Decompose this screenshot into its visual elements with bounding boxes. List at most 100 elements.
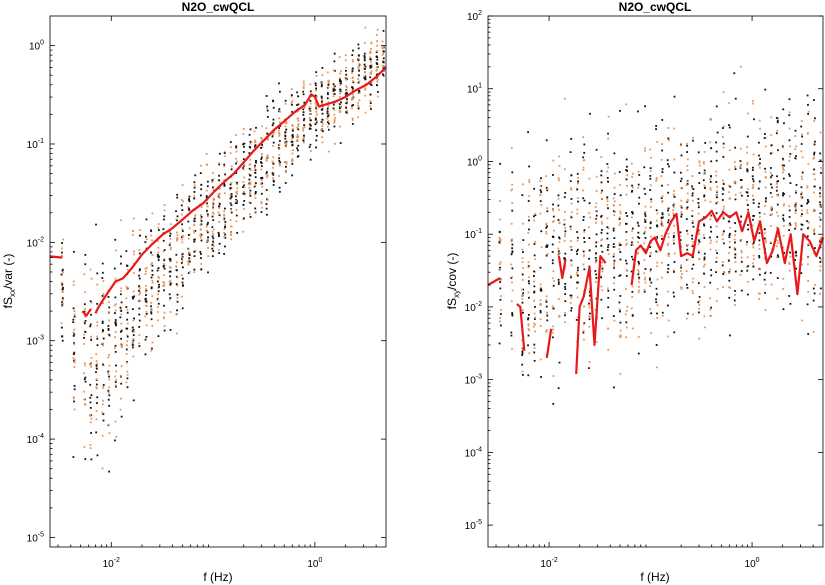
- scatter-point: [656, 224, 659, 227]
- scatter-point: [813, 173, 816, 175]
- scatter-point: [752, 198, 755, 201]
- scatter-point: [254, 139, 257, 142]
- scatter-point: [278, 129, 280, 132]
- scatter-point: [740, 163, 742, 166]
- scatter-point: [588, 361, 591, 363]
- scatter-point: [188, 252, 191, 254]
- scatter-point: [265, 207, 268, 210]
- scatter-point: [819, 236, 822, 239]
- scatter-point: [612, 263, 615, 266]
- scatter-point: [83, 310, 86, 313]
- scatter-point: [254, 193, 257, 196]
- scatter-point: [163, 258, 166, 261]
- scatter-point: [126, 373, 129, 376]
- scatter-point: [169, 259, 172, 262]
- scatter-point: [582, 250, 585, 253]
- scatter-point: [206, 205, 209, 208]
- scatter-point: [619, 204, 622, 206]
- scatter-point: [333, 69, 336, 72]
- scatter-point: [144, 273, 147, 275]
- scatter-point: [625, 239, 628, 241]
- scatter-point: [764, 176, 767, 179]
- scatter-point: [545, 254, 548, 257]
- scatter-point: [346, 98, 348, 100]
- scatter-point: [345, 78, 347, 81]
- scatter-point: [229, 183, 232, 186]
- scatter-point: [686, 142, 688, 145]
- scatter-point: [698, 307, 701, 310]
- scatter-point: [364, 71, 366, 74]
- scatter-point: [212, 207, 214, 210]
- scatter-point: [521, 350, 524, 353]
- scatter-point: [600, 239, 602, 242]
- scatter-point: [552, 375, 555, 377]
- scatter-point: [551, 259, 554, 262]
- scatter-point: [297, 144, 300, 147]
- scatter-point: [357, 57, 360, 60]
- scatter-point: [619, 183, 621, 186]
- scatter-point: [582, 189, 585, 192]
- scatter-point: [235, 209, 238, 211]
- scatter-point: [61, 269, 64, 272]
- scatter-point: [569, 245, 572, 248]
- scatter-point: [90, 432, 92, 434]
- scatter-point: [108, 404, 111, 407]
- scatter-point: [175, 313, 178, 316]
- scatter-point: [818, 256, 821, 259]
- scatter-point: [569, 180, 572, 183]
- scatter-point: [570, 188, 573, 191]
- scatter-point: [102, 293, 105, 295]
- scatter-point: [733, 180, 736, 183]
- scatter-point: [782, 288, 784, 290]
- scatter-point: [150, 276, 153, 279]
- scatter-point: [207, 236, 209, 239]
- scatter-point: [637, 263, 640, 266]
- scatter-point: [126, 318, 129, 321]
- scatter-point: [607, 180, 609, 183]
- scatter-point: [351, 104, 353, 107]
- scatter-point: [648, 278, 651, 281]
- y-tick-label: 10-1: [27, 138, 44, 151]
- scatter-point: [751, 262, 754, 265]
- scatter-point: [254, 176, 257, 179]
- scatter-point: [61, 305, 63, 307]
- scatter-point: [703, 315, 706, 318]
- scatter-point: [89, 396, 92, 399]
- scatter-point: [813, 233, 816, 235]
- scatter-point: [235, 157, 237, 160]
- scatter-point: [511, 267, 514, 270]
- scatter-point: [248, 178, 251, 181]
- scatter-point: [115, 249, 118, 252]
- scatter-point: [656, 312, 658, 315]
- scatter-point: [218, 242, 221, 245]
- scatter-point: [782, 157, 784, 160]
- scatter-point: [102, 302, 104, 305]
- scatter-point: [564, 300, 567, 303]
- scatter-point: [613, 186, 616, 189]
- scatter-point: [157, 223, 160, 225]
- scatter-point: [199, 236, 202, 239]
- scatter-point: [260, 168, 263, 171]
- scatter-point: [758, 162, 761, 165]
- scatter-point: [115, 303, 118, 305]
- scatter-point: [120, 344, 123, 347]
- scatter-point: [638, 289, 641, 292]
- scatter-point: [176, 193, 179, 196]
- scatter-point: [363, 55, 366, 58]
- scatter-point: [297, 119, 300, 122]
- scatter-point: [89, 444, 92, 446]
- scatter-point: [193, 268, 196, 271]
- scatter-point: [788, 111, 791, 114]
- scatter-point: [297, 117, 299, 120]
- scatter-point: [570, 307, 573, 310]
- scatter-point: [607, 166, 610, 169]
- scatter-point: [364, 75, 367, 78]
- scatter-point: [83, 333, 86, 336]
- scatter-point: [265, 172, 268, 175]
- scatter-point: [132, 339, 135, 342]
- scatter-point: [649, 246, 652, 248]
- scatter-point: [521, 347, 523, 349]
- scatter-point: [248, 173, 251, 176]
- scatter-point: [752, 243, 754, 246]
- scatter-point: [601, 261, 604, 264]
